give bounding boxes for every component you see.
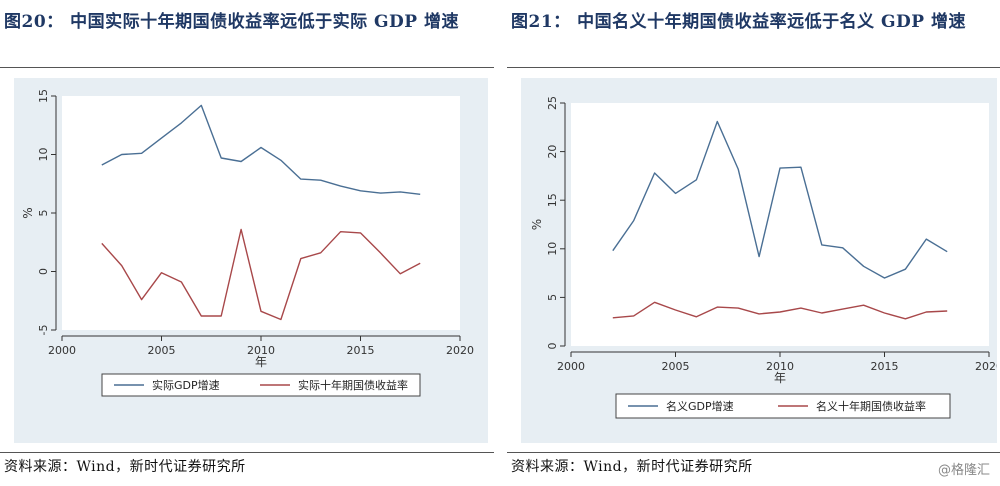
x-tick-label: 2005: [662, 360, 690, 373]
x-axis-label: 年: [255, 355, 267, 369]
y-axis-label: %: [530, 219, 544, 230]
y-tick-label: 0: [546, 343, 559, 350]
y-tick-label: 15: [37, 89, 50, 103]
plot-area: [62, 96, 460, 330]
x-tick-label: 2010: [247, 344, 275, 357]
x-tick-label: 2020: [975, 360, 997, 373]
chart-svg: 2000 2005 2010 2015 2020 -5 0 5 10 15 年% 实际GDP增速 实际十…: [21, 89, 474, 397]
figure-21: 图21： 中国名义十年期国债收益率远低于名义 GDP 增速 2000 2005 20…: [507, 0, 1000, 486]
chart-nominal: 200020052010201520200510152025年%名义GDP增速名…: [521, 78, 997, 443]
legend: 名义GDP增速 名义十年期国债收益率: [615, 393, 951, 419]
series-line-gdp: [612, 120, 948, 279]
legend-label: 名义十年期国债收益率: [816, 399, 926, 413]
x-tick-label: 2010: [766, 360, 794, 373]
source-divider: [0, 452, 494, 453]
x-tick-label: 2000: [48, 344, 76, 357]
y-tick-label: 5: [546, 294, 559, 301]
y-tick-label: 25: [546, 96, 559, 110]
title-divider: [507, 67, 1000, 68]
y-tick-label: 15: [546, 193, 559, 207]
x-tick-label: 2015: [871, 360, 899, 373]
y-tick-label: 10: [37, 148, 50, 162]
series-line-bond-yield: [612, 301, 948, 320]
x-tick-label: 2005: [148, 344, 176, 357]
figure-20: 图20： 中国实际十年期国债收益率远低于实际 GDP 增速 2000 2005 20…: [0, 0, 494, 486]
y-tick-label: 20: [546, 145, 559, 159]
plot-area: [571, 103, 989, 346]
figure-title: 图21： 中国名义十年期国债收益率远低于名义 GDP 增速: [511, 12, 966, 32]
legend: 实际GDP增速 实际十年期国债收益率: [101, 373, 421, 397]
x-tick-label: 2015: [347, 344, 375, 357]
figure-source: 资料来源：Wind，新时代证券研究所: [511, 459, 753, 475]
x-axis-label: 年: [774, 371, 786, 385]
figure-title: 图20： 中国实际十年期国债收益率远低于实际 GDP 增速: [4, 12, 459, 32]
series-line-bond-yield: [101, 228, 421, 321]
figure-source: 资料来源：Wind，新时代证券研究所: [4, 459, 246, 475]
y-tick-label: 5: [37, 210, 50, 217]
legend-label: 名义GDP增速: [666, 399, 734, 413]
watermark: @格隆汇: [937, 463, 990, 478]
chart-real: 2000 2005 2010 2015 2020 -5 0 5 10 15 年% 实际GDP增速 实际十…: [14, 78, 488, 443]
source-divider: [507, 452, 1000, 453]
legend-label: 实际十年期国债收益率: [298, 378, 408, 392]
y-tick-label: -5: [37, 325, 50, 336]
y-tick-label: 0: [37, 268, 50, 275]
legend-label: 实际GDP增速: [152, 378, 220, 392]
y-axis-label: %: [21, 207, 35, 218]
chart-svg: 200020052010201520200510152025年%名义GDP增速名…: [530, 96, 997, 419]
title-divider: [0, 67, 494, 68]
x-tick-label: 2000: [557, 360, 585, 373]
series-line-gdp: [101, 104, 421, 195]
x-tick-label: 2020: [446, 344, 474, 357]
y-tick-label: 10: [546, 242, 559, 256]
